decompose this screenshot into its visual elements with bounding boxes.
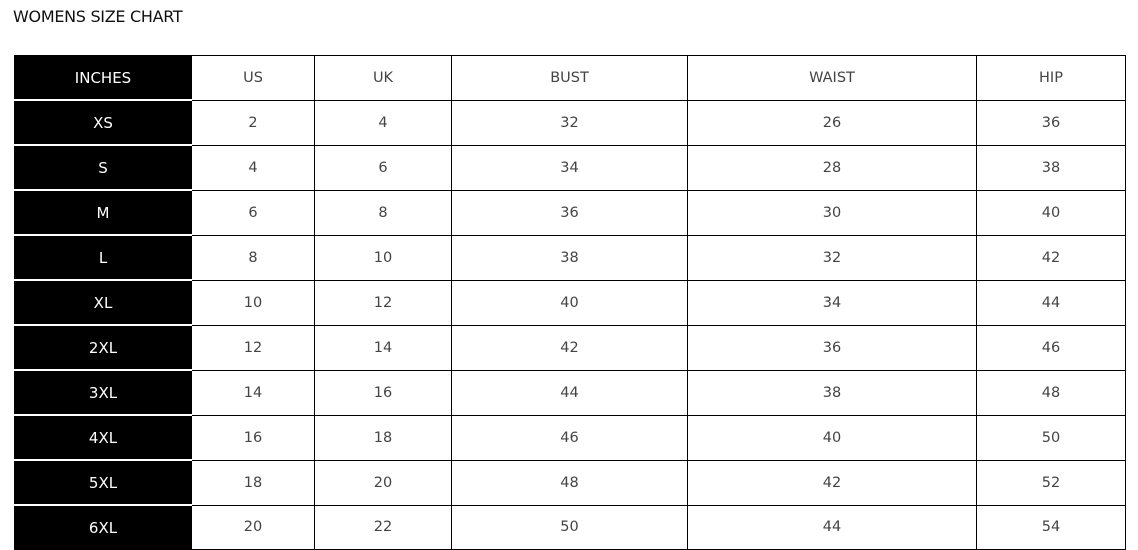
table-cell: 34: [451, 144, 688, 191]
table-cell: 14: [191, 369, 315, 416]
table-cell: 38: [687, 369, 977, 416]
size-label: 3XL: [14, 369, 192, 416]
table-cell: 40: [976, 189, 1126, 236]
table-cell: 36: [451, 189, 688, 236]
table-cell: 28: [687, 144, 977, 191]
table-row: XS 2 4 32 26 36: [14, 99, 1126, 146]
column-header: WAIST: [687, 55, 977, 101]
table-cell: 16: [314, 369, 452, 416]
size-label: 4XL: [14, 414, 192, 461]
table-row: 5XL 18 20 48 42 52: [14, 459, 1126, 506]
size-label: 5XL: [14, 459, 192, 506]
table-cell: 44: [687, 504, 977, 550]
table-cell: 32: [451, 99, 688, 146]
page-title: WOMENS SIZE CHART: [13, 7, 183, 26]
size-label: XS: [14, 99, 192, 146]
table-row: 3XL 14 16 44 38 48: [14, 369, 1126, 416]
column-header: INCHES: [14, 55, 192, 101]
column-header: BUST: [451, 55, 688, 101]
table-cell: 46: [976, 324, 1126, 371]
table-cell: 50: [451, 504, 688, 550]
table-cell: 38: [451, 234, 688, 281]
table-cell: 46: [451, 414, 688, 461]
table-cell: 20: [191, 504, 315, 550]
size-label: S: [14, 144, 192, 191]
table-cell: 8: [191, 234, 315, 281]
table-cell: 40: [687, 414, 977, 461]
table-cell: 20: [314, 459, 452, 506]
column-header: US: [191, 55, 315, 101]
table-cell: 38: [976, 144, 1126, 191]
column-header: UK: [314, 55, 452, 101]
size-chart-table: INCHES US UK BUST WAIST HIP XS 2 4 32 26 36 S 4 6 34 28 3…: [14, 55, 1126, 550]
table-cell: 30: [687, 189, 977, 236]
table-row: XL 10 12 40 34 44: [14, 279, 1126, 326]
table-row: L 8 10 38 32 42: [14, 234, 1126, 281]
size-label: XL: [14, 279, 192, 326]
table-cell: 10: [191, 279, 315, 326]
table-cell: 42: [687, 459, 977, 506]
table-cell: 32: [687, 234, 977, 281]
table-cell: 44: [451, 369, 688, 416]
table-cell: 10: [314, 234, 452, 281]
table-row: 2XL 12 14 42 36 46: [14, 324, 1126, 371]
table-cell: 6: [314, 144, 452, 191]
table-cell: 4: [191, 144, 315, 191]
size-label: M: [14, 189, 192, 236]
table-cell: 42: [451, 324, 688, 371]
table-cell: 34: [687, 279, 977, 326]
header-row: INCHES US UK BUST WAIST HIP: [14, 55, 1126, 101]
table-cell: 36: [687, 324, 977, 371]
table-cell: 48: [451, 459, 688, 506]
table-cell: 52: [976, 459, 1126, 506]
size-label: 2XL: [14, 324, 192, 371]
table-row: S 4 6 34 28 38: [14, 144, 1126, 191]
table-cell: 14: [314, 324, 452, 371]
table-cell: 2: [191, 99, 315, 146]
table-cell: 50: [976, 414, 1126, 461]
table-cell: 54: [976, 504, 1126, 550]
table-cell: 8: [314, 189, 452, 236]
table-cell: 26: [687, 99, 977, 146]
table-cell: 42: [976, 234, 1126, 281]
table-cell: 44: [976, 279, 1126, 326]
table-row: 4XL 16 18 46 40 50: [14, 414, 1126, 461]
size-label: L: [14, 234, 192, 281]
table-cell: 48: [976, 369, 1126, 416]
table-cell: 6: [191, 189, 315, 236]
table-cell: 12: [191, 324, 315, 371]
column-header: HIP: [976, 55, 1126, 101]
size-label: 6XL: [14, 504, 192, 550]
table-row: M 6 8 36 30 40: [14, 189, 1126, 236]
table-row: 6XL 20 22 50 44 54: [14, 504, 1126, 550]
table-cell: 40: [451, 279, 688, 326]
table-cell: 4: [314, 99, 452, 146]
table-cell: 16: [191, 414, 315, 461]
table-cell: 18: [191, 459, 315, 506]
table-cell: 12: [314, 279, 452, 326]
table-cell: 22: [314, 504, 452, 550]
table-cell: 18: [314, 414, 452, 461]
table-cell: 36: [976, 99, 1126, 146]
